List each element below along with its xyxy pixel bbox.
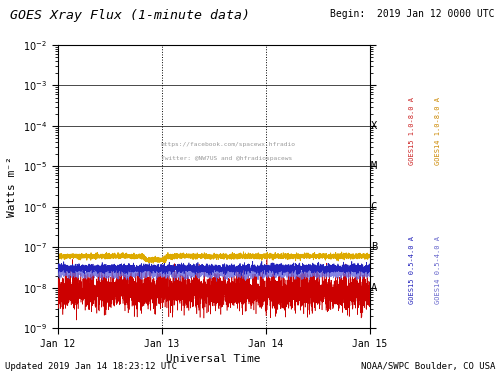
Text: GOES15 0.5-4.0 A: GOES15 0.5-4.0 A	[410, 236, 416, 304]
Text: GOES14 1.0-8.0 A: GOES14 1.0-8.0 A	[434, 97, 440, 165]
Text: https://facebook.com/spacewx.hfradio: https://facebook.com/spacewx.hfradio	[160, 142, 296, 147]
Text: GOES15 1.0-8.0 A: GOES15 1.0-8.0 A	[410, 97, 416, 165]
Text: Twitter: @NW7US and @hfradiospacews: Twitter: @NW7US and @hfradiospacews	[160, 156, 292, 161]
Y-axis label: Watts m⁻²: Watts m⁻²	[8, 156, 18, 217]
Text: Updated 2019 Jan 14 18:23:12 UTC: Updated 2019 Jan 14 18:23:12 UTC	[5, 362, 177, 371]
Text: C: C	[370, 202, 377, 212]
Text: GOES14 0.5-4.0 A: GOES14 0.5-4.0 A	[434, 236, 440, 304]
Text: NOAA/SWPC Boulder, CO USA: NOAA/SWPC Boulder, CO USA	[360, 362, 495, 371]
Text: A: A	[370, 283, 377, 292]
Text: GOES Xray Flux (1-minute data): GOES Xray Flux (1-minute data)	[10, 9, 250, 22]
Text: X: X	[370, 121, 377, 131]
Text: Begin:  2019 Jan 12 0000 UTC: Begin: 2019 Jan 12 0000 UTC	[330, 9, 495, 20]
Text: B: B	[370, 242, 377, 252]
Text: M: M	[370, 161, 377, 171]
X-axis label: Universal Time: Universal Time	[166, 354, 261, 364]
